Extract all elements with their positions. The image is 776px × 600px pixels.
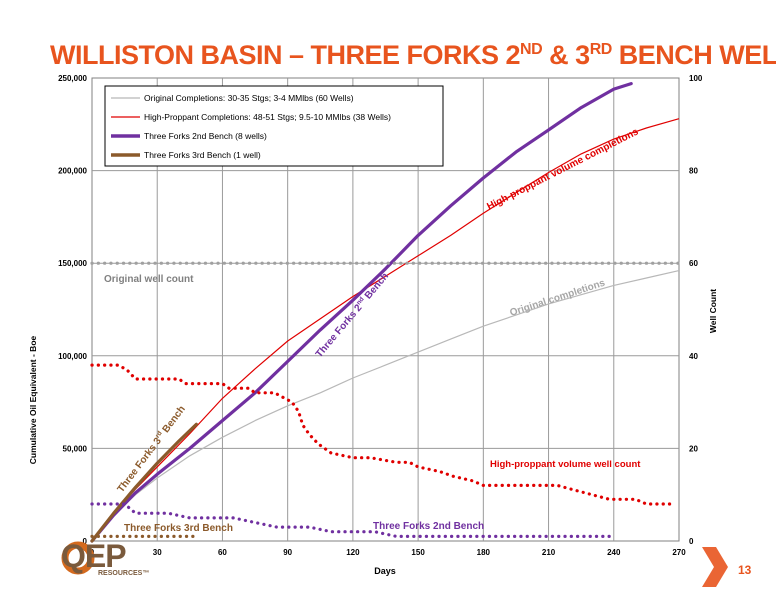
legend-label: Original Completions: 30-35 Stgs; 3-4 MM…	[144, 93, 354, 103]
title-mid: & 3	[542, 40, 590, 70]
slide-title: WILLISTON BASIN – THREE FORKS 2ND & 3RD …	[50, 40, 776, 71]
well-count-series	[90, 363, 677, 506]
y-right-tick-label: 80	[689, 167, 698, 176]
y-left-tick-label: 150,000	[58, 259, 87, 268]
logo-subtext: RESOURCES™	[98, 570, 150, 577]
y-left-tick-label: 250,000	[58, 74, 87, 83]
x-tick-label: 180	[477, 548, 491, 557]
title-main: WILLISTON BASIN – THREE FORKS 2	[50, 40, 521, 70]
annotation-three-forks-2nd-bench-sup: nd	[355, 296, 365, 307]
annotation-three-forks-3rd-bench-sup: rd	[154, 430, 164, 439]
y-left-tick-label: 0	[83, 537, 88, 546]
title-end: BENCH WELLS	[618, 40, 776, 70]
legend-label: Three Forks 2nd Bench (8 wells)	[144, 131, 267, 141]
x-tick-label: 90	[283, 548, 292, 557]
annotation-high-proppant-completions: High-proppant volume completions	[485, 126, 640, 212]
legend-box	[104, 85, 444, 167]
logo-ring-icon	[61, 541, 95, 575]
annotation-high-proppant-well-count-text: High-proppant volume well count	[490, 459, 641, 470]
x-tick-label: 30	[153, 548, 162, 557]
title-sup-nd: ND	[520, 41, 543, 58]
annotation-three-forks-3rd-bench-count-text: Three Forks 3rd Bench	[124, 523, 233, 534]
page-number: 13	[738, 563, 752, 577]
annotation-three-forks-3rd-bench-count: Three Forks 3rd Bench	[124, 523, 233, 534]
annotation-high-proppant-completions-text: High-proppant volume completions	[485, 126, 640, 212]
bench-production-series	[90, 81, 633, 543]
x-tick-label: 270	[672, 548, 686, 557]
logo-text: QEP	[61, 538, 127, 574]
completion-production-series	[91, 118, 680, 542]
x-tick-label: 210	[542, 548, 556, 557]
annotation-original-well-count-text: Original well count	[104, 274, 194, 285]
tick-labels: 0 30 60 90 120 150 180 210 240 270050,000100,0001…	[58, 74, 703, 557]
annotations: Original well count Original completions H…	[104, 126, 641, 534]
x-axis-label: Days	[374, 566, 396, 576]
y-right-tick-label: 20	[689, 444, 698, 453]
x-tick-label: 240	[607, 548, 621, 557]
annotation-original-completions-text: Original completions	[509, 278, 607, 319]
y-right-tick-label: 0	[689, 537, 694, 546]
x-tick-label: 120	[346, 548, 360, 557]
completion-production-series	[91, 270, 680, 542]
annotation-high-proppant-well-count: High-proppant volume well count	[490, 459, 641, 470]
annotation-original-well-count: Original well count	[104, 274, 194, 285]
legend-label: High-Proppant Completions: 48-51 Stgs; 9…	[144, 112, 391, 122]
y-right-tick-label: 40	[689, 352, 698, 361]
y-left-tick-label: 100,000	[58, 352, 87, 361]
title-sup-rd: RD	[589, 41, 613, 58]
annotation-original-completions: Original completions	[509, 278, 607, 319]
x-tick-label: 60	[218, 548, 227, 557]
plot-area-border	[91, 77, 680, 542]
y-left-tick-label: 50,000	[63, 444, 88, 453]
y-right-tick-label: 60	[689, 259, 698, 268]
annotation-three-forks-3rd-bench-tail: Bench	[159, 404, 188, 437]
x-tick-label: 150	[411, 548, 425, 557]
series-lines	[90, 81, 681, 543]
annotation-three-forks-2nd-bench-count: Three Forks 2nd Bench	[373, 521, 484, 532]
y-left-tick-label: 200,000	[58, 167, 87, 176]
corner-chevron-icon	[702, 547, 728, 587]
legend-label: Three Forks 3rd Bench (1 well)	[144, 150, 261, 160]
y-axis-left-label: Cumulative Oil Equivalent - Boe	[28, 335, 38, 464]
well-count-series	[90, 502, 616, 539]
y-right-tick-label: 100	[689, 74, 703, 83]
annotation-three-forks-2nd-bench-count-text: Three Forks 2nd Bench	[373, 521, 484, 532]
qep-logo	[61, 541, 95, 575]
legend: Original Completions: 30-35 Stgs; 3-4 MM…	[104, 85, 444, 167]
y-axis-right-label: Well Count	[708, 289, 718, 333]
bench-production-series	[90, 422, 198, 543]
